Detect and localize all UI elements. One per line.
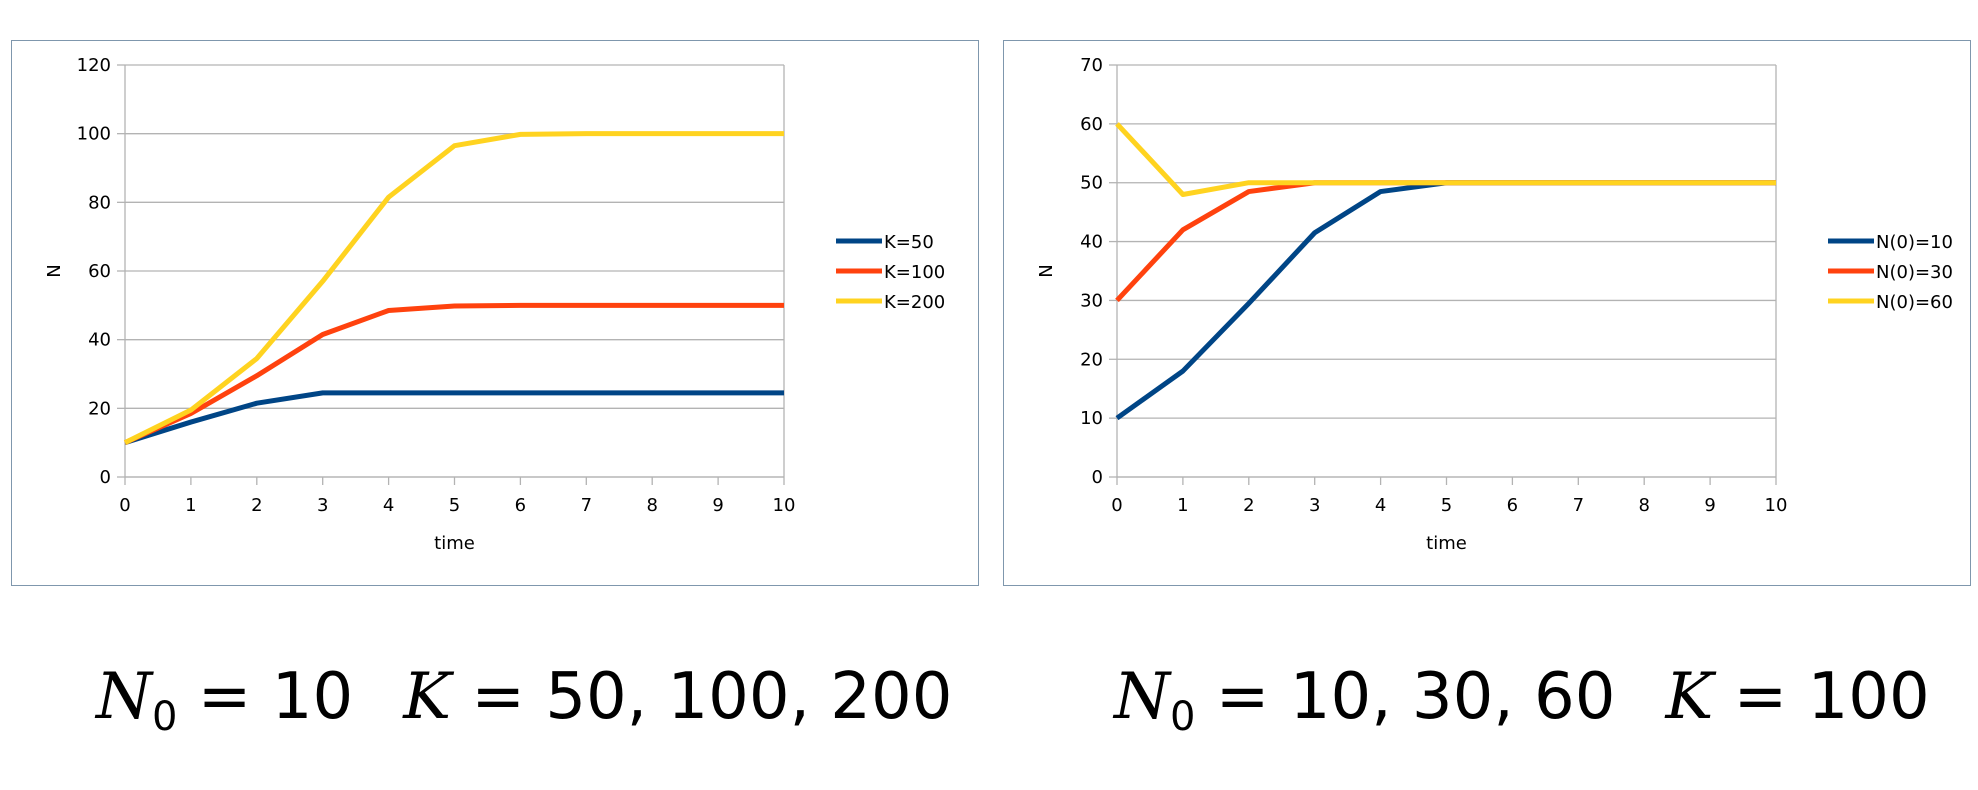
x-tick-label: 6: [515, 495, 526, 516]
y-tick-label: 30: [1080, 290, 1103, 311]
y-tick-label: 100: [77, 124, 111, 145]
x-tick-label: 8: [1638, 495, 1649, 516]
x-tick-label: 2: [1243, 495, 1254, 516]
x-tick-label: 5: [449, 495, 460, 516]
caption-right-k-eq: = 100: [1713, 660, 1930, 734]
x-tick-label: 0: [119, 495, 130, 516]
caption-right-n-symbol: N: [1114, 660, 1170, 734]
x-tick-label: 10: [773, 495, 796, 516]
x-tick-label: 4: [383, 495, 394, 516]
y-tick-label: 60: [1080, 114, 1103, 135]
caption-right-n-sub: 0: [1170, 694, 1196, 740]
x-tick-label: 6: [1507, 495, 1518, 516]
x-tick-label: 9: [1704, 495, 1715, 516]
y-tick-label: 70: [1080, 55, 1103, 76]
x-axis-label: time: [1426, 533, 1467, 554]
legend-label: K=100: [884, 262, 945, 283]
chart-right: 0 10 20 30 40 50 60 70 0 1 2 3 4 5 6 7 8 9 10 time N N(0)=10 N…: [1036, 55, 1953, 554]
x-tick-label: 0: [1111, 495, 1122, 516]
x-tick-label: 9: [712, 495, 723, 516]
chart-panel-right: 0 10 20 30 40 50 60 70 0 1 2 3 4 5 6 7 8 9 10 time N N(0)=10 N…: [1003, 40, 1971, 586]
chart-left: 0 20 40 60 80 100 120 0 1 2 3 4 5 6 7 8 9 10 time N K=50 K=10…: [44, 55, 945, 554]
y-tick-label: 80: [88, 192, 111, 213]
legend-label: K=200: [884, 292, 945, 313]
chart-panel-left: 0 20 40 60 80 100 120 0 1 2 3 4 5 6 7 8 9 10 time N K=50 K=10…: [11, 40, 979, 586]
y-tick-label: 0: [100, 467, 111, 488]
caption-right-k-symbol: K: [1665, 660, 1714, 734]
caption-left: N0 = 10 K = 50, 100, 200: [96, 660, 952, 740]
y-tick-label: 10: [1080, 408, 1103, 429]
y-tick-label: 0: [1092, 467, 1103, 488]
x-tick-label: 5: [1441, 495, 1452, 516]
caption-left-k-eq: = 50, 100, 200: [451, 660, 953, 734]
caption-left-k-symbol: K: [403, 660, 452, 734]
x-axis-label: time: [434, 533, 475, 554]
series-line-3: [123, 131, 784, 445]
series-line-2: [123, 302, 784, 445]
caption-left-n-symbol: N: [96, 660, 152, 734]
x-tick-label: 10: [1765, 495, 1788, 516]
caption-right: N0 = 10, 30, 60 K = 100: [1114, 660, 1930, 740]
y-tick-label: 20: [88, 398, 111, 419]
x-tick-label: 3: [1309, 495, 1320, 516]
x-tick-label: 2: [251, 495, 262, 516]
y-tick-label: 40: [88, 330, 111, 351]
y-tick-label: 20: [1080, 349, 1103, 370]
y-axis-label: N: [44, 264, 65, 277]
legend-label: N(0)=30: [1876, 262, 1953, 283]
x-tick-label: 3: [317, 495, 328, 516]
legend-label: N(0)=60: [1876, 292, 1953, 313]
x-tick-label: 1: [185, 495, 196, 516]
x-tick-label: 8: [646, 495, 657, 516]
legend-label: N(0)=10: [1876, 232, 1953, 253]
y-tick-label: 60: [88, 261, 111, 282]
x-tick-label: 4: [1375, 495, 1386, 516]
x-tick-label: 7: [581, 495, 592, 516]
y-axis-label: N: [1036, 264, 1057, 277]
caption-right-n-eq: = 10, 30, 60: [1195, 660, 1616, 734]
caption-left-n-sub: 0: [152, 694, 178, 740]
y-tick-label: 40: [1080, 232, 1103, 253]
caption-left-n-eq: = 10: [177, 660, 354, 734]
series-line-3: [1115, 122, 1776, 197]
y-tick-label: 120: [77, 55, 111, 76]
legend-label: K=50: [884, 232, 934, 253]
series-line-1: [124, 390, 784, 446]
x-tick-label: 7: [1573, 495, 1584, 516]
x-tick-label: 1: [1177, 495, 1188, 516]
y-tick-label: 50: [1080, 173, 1103, 194]
